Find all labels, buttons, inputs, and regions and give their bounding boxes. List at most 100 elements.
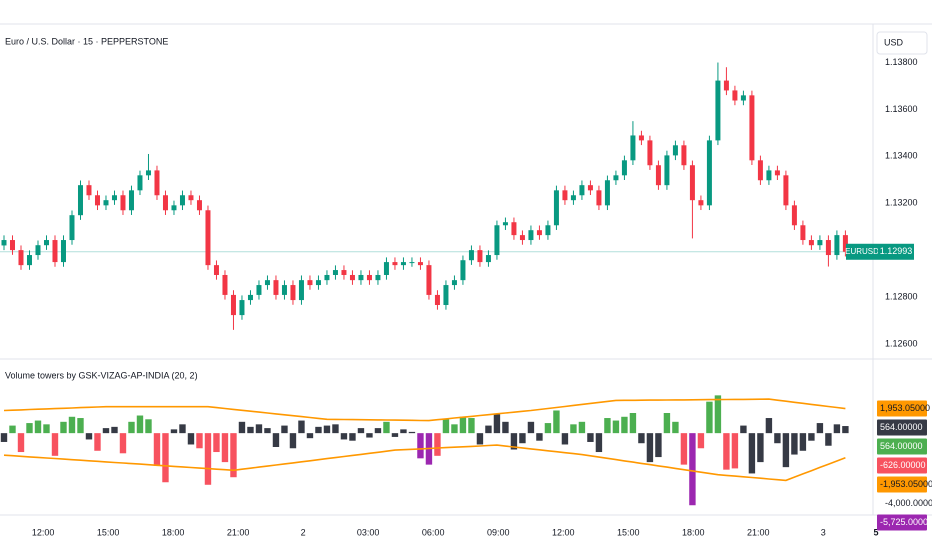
volume-bar (612, 420, 620, 434)
candle-body (179, 195, 185, 206)
candle-body (222, 274, 228, 295)
candle-body (706, 140, 712, 206)
currency-label[interactable]: USD (884, 37, 904, 47)
volume-bar (85, 433, 93, 440)
volume-bar (544, 423, 552, 434)
volume-bar (357, 428, 365, 434)
volume-bar (519, 433, 526, 444)
value-marker-label: 564.00000 (880, 422, 923, 432)
volume-bar (255, 424, 263, 434)
candle-body (604, 180, 610, 206)
candle-body (349, 274, 355, 281)
volume-bar (68, 416, 76, 434)
volume-bar (570, 424, 577, 434)
time-tick-label: 21:00 (747, 527, 770, 537)
candle-body (366, 274, 372, 281)
volume-bar (689, 433, 696, 506)
candle-body (800, 225, 806, 241)
volume-bar (799, 433, 807, 451)
volume-bar (349, 433, 356, 441)
volume-bar (408, 431, 416, 434)
candle-body (672, 145, 678, 156)
volume-bar (179, 424, 186, 434)
candle-body (137, 175, 143, 191)
candle-body (426, 265, 432, 295)
candle-body (103, 200, 109, 206)
volume-bar (680, 433, 688, 465)
time-tick-label: 18:00 (162, 527, 185, 537)
value-marker-label: -5,725.00000 (880, 517, 932, 527)
volume-bar (833, 424, 841, 434)
candle-body (570, 195, 576, 201)
candle-body (808, 240, 814, 246)
volume-bar (638, 433, 645, 444)
candle-body (536, 230, 542, 236)
value-marker-label: -1,953.05000 (880, 479, 932, 489)
candle-body (400, 262, 406, 266)
candle-body (307, 280, 313, 286)
volume-bar (655, 433, 662, 458)
volume-bar (816, 423, 824, 434)
value-marker-bg (877, 419, 927, 436)
volume-bar (553, 410, 560, 434)
candle-body (230, 294, 236, 316)
candle-body (596, 190, 602, 206)
value-marker-bg (877, 457, 927, 474)
volume-bar (723, 433, 730, 470)
candle-body (273, 280, 279, 295)
candle-body (477, 250, 483, 263)
volume-bar (281, 425, 288, 434)
candle-body (502, 222, 508, 226)
volume-bar (153, 433, 161, 466)
volume-bar (782, 433, 790, 468)
time-tick-label: 2 (301, 527, 306, 537)
volume-bar (34, 420, 42, 434)
currency-button[interactable] (876, 31, 928, 55)
volume-bar (740, 425, 747, 434)
candle-body (264, 280, 270, 286)
volume-bar (621, 416, 628, 434)
volume-bar (646, 433, 654, 463)
candle-body (647, 140, 653, 166)
volume-bar (213, 433, 220, 453)
volume-bar (842, 426, 849, 434)
candle-body (766, 170, 772, 181)
volume-bar (468, 418, 475, 434)
value-marker-bg (877, 400, 927, 417)
volume-bar (340, 433, 348, 440)
price-tick-label: 1.13600 (885, 104, 918, 114)
candle-body (553, 190, 559, 226)
candle-body (375, 274, 381, 281)
candle-body (94, 195, 100, 206)
volume-bar (774, 433, 781, 444)
candle-body (638, 135, 644, 141)
candle-body (205, 210, 211, 266)
candle-body (281, 285, 287, 295)
volume-bar (366, 433, 373, 438)
time-tick-label: 5 (873, 527, 878, 537)
candle-body (247, 294, 253, 301)
volume-bar (323, 425, 331, 434)
value-marker-label: 564.00000 (880, 441, 923, 451)
time-tick-label: 18:00 (682, 527, 705, 537)
volume-bar (136, 415, 144, 434)
volume-bar (459, 416, 467, 434)
candle-body (162, 195, 168, 211)
volume-bar (706, 401, 713, 434)
volume-bar (60, 421, 67, 434)
candle-body (383, 262, 389, 275)
candle-body (434, 294, 440, 306)
candle-body (655, 165, 661, 186)
candle-body (120, 195, 126, 211)
candle-body (485, 255, 491, 263)
volume-bar (204, 433, 212, 485)
candle-body (511, 222, 517, 236)
candle-body (417, 262, 423, 266)
time-tick-label: 15:00 (617, 527, 640, 537)
candle-body (519, 235, 525, 241)
volume-bar (306, 433, 314, 439)
candle-body (664, 155, 670, 186)
volume-bar (493, 414, 501, 434)
